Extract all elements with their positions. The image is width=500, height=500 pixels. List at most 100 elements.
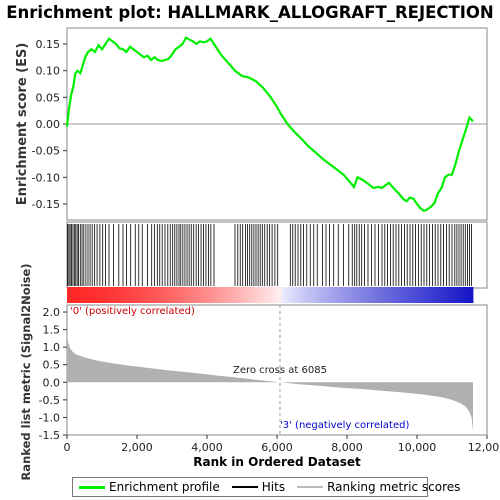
color-bar-segment (165, 287, 169, 303)
color-bar-segment (299, 287, 303, 303)
color-bar-segment (98, 287, 103, 303)
color-bar-segment (330, 287, 335, 303)
es-y-tick-label: 0.05 (36, 91, 61, 104)
color-bar-segment (441, 287, 445, 303)
ranked-metric-area (67, 333, 473, 431)
legend: Enrichment profile Hits Ranking metric s… (72, 477, 460, 497)
color-bar-segment (470, 287, 474, 303)
color-bar-segment (397, 287, 401, 303)
es-y-tick-label: -0.10 (32, 171, 60, 184)
color-bar-segment (270, 287, 274, 303)
color-bar-segment (417, 287, 422, 303)
color-bar-segment (159, 287, 164, 303)
legend-label-hits: Hits (261, 480, 286, 494)
es-y-axis-label: Enrichment score (ES) (15, 43, 30, 206)
color-bar-segment (464, 287, 468, 303)
color-bar-segment (255, 287, 259, 303)
color-bar-segment (362, 287, 367, 303)
color-bar-segment (122, 287, 126, 303)
color-bar-segment (168, 287, 172, 303)
color-bar-segment (69, 287, 74, 303)
rank-y-ticks: -1.5 -1.0 -0.5 0.0 0.5 1.0 1.5 2.0 (39, 306, 67, 442)
color-bar-segment (365, 287, 369, 303)
color-bar-segment (383, 287, 387, 303)
color-bar-segment (444, 287, 448, 303)
x-tick-label: 10,000 (398, 441, 437, 454)
x-ticks: 0 2,000 4,000 6,000 8,000 10,000 12,000 (64, 435, 500, 454)
color-bar-segment (325, 287, 329, 303)
color-bar-segment (72, 287, 77, 303)
color-bar-segment (284, 287, 288, 303)
color-bar-segment (249, 287, 253, 303)
x-tick-label: 4,000 (191, 441, 223, 454)
color-bar-segment (101, 287, 106, 303)
color-bar-segment (461, 287, 465, 303)
color-bar-segment (377, 287, 381, 303)
es-y-tick-label: 0.15 (36, 38, 61, 51)
color-bar-segment (359, 287, 364, 303)
ranking-metric-area (67, 333, 473, 431)
hits-panel (66, 221, 488, 303)
color-bar-segment (272, 287, 277, 303)
color-bar-segment (154, 287, 158, 303)
color-bar-segment (333, 287, 338, 303)
color-bar-segment (220, 287, 224, 303)
x-axis-label: Rank in Ordered Dataset (193, 455, 361, 469)
rank-y-tick-label: -0.5 (39, 394, 60, 407)
color-bar-segment (432, 287, 436, 303)
rank-y-tick-label: 0.5 (43, 359, 61, 372)
color-bar-segment (156, 287, 161, 303)
es-y-tick-label: 0.10 (36, 65, 61, 78)
color-bar-segment (400, 287, 404, 303)
color-bar-segment (455, 287, 459, 303)
es-line-group (65, 36, 474, 213)
color-bar-segment (316, 287, 320, 303)
color-bar-segment (130, 287, 135, 303)
x-tick-label: 6,000 (261, 441, 293, 454)
negative-correlation-label: '3' (negatively correlated) (280, 420, 409, 431)
color-bar-segment (142, 287, 146, 303)
color-bar-segment (290, 287, 294, 303)
rank-annotations: Zero cross at 6085 '0' (positively correl… (70, 305, 409, 435)
color-bar-segment (252, 287, 256, 303)
color-bar-segment (354, 287, 358, 303)
color-bar-segment (423, 287, 427, 303)
color-bar-segment (212, 287, 216, 303)
color-bar-segment (429, 287, 433, 303)
color-bar-segment (264, 287, 268, 303)
hits-lines (67, 224, 473, 286)
legend-swatch-hits (231, 486, 258, 488)
legend-label-ranking: Ranking metric scores (327, 480, 461, 494)
color-bar-segment (200, 287, 204, 303)
color-bar-segment (197, 287, 201, 303)
color-bar-segment (235, 287, 239, 303)
color-bar-segment (322, 287, 326, 303)
color-bar-segment (81, 287, 85, 303)
color-bar-segment (412, 287, 416, 303)
color-bar-segment (229, 287, 233, 303)
color-bar-segment (342, 287, 346, 303)
color-bar-segment (296, 287, 300, 303)
es-y-ticks: -0.15 -0.10 -0.05 0.00 0.05 0.10 0.15 (32, 38, 67, 211)
x-tick-label: 12,000 (468, 441, 500, 454)
color-bar-segment (110, 287, 114, 303)
color-bar-segment (307, 287, 311, 303)
color-bar-segment (119, 287, 123, 303)
positive-correlation-label: '0' (positively correlated) (70, 306, 195, 317)
color-bar-segment (287, 287, 291, 303)
legend-swatch-enrichment (79, 485, 105, 489)
rank-y-tick-label: 1.5 (43, 324, 61, 337)
ranked-metric-panel: -1.5 -1.0 -0.5 0.0 0.5 1.0 1.5 2.0 Zero cross a… (19, 263, 488, 481)
color-bar-segment (206, 287, 210, 303)
color-bar-segment (87, 287, 91, 303)
color-bar-segment (301, 287, 306, 303)
color-bar-segment (388, 287, 393, 303)
color-bar-segment (125, 287, 129, 303)
color-bar-segment (232, 287, 236, 303)
color-bar-segment (336, 287, 340, 303)
color-bar-segment (339, 287, 343, 303)
chart-title: Enrichment plot: HALLMARK_ALLOGRAFT_REJE… (6, 3, 493, 22)
color-bar-segment (194, 287, 198, 303)
x-tick-label: 8,000 (331, 441, 363, 454)
